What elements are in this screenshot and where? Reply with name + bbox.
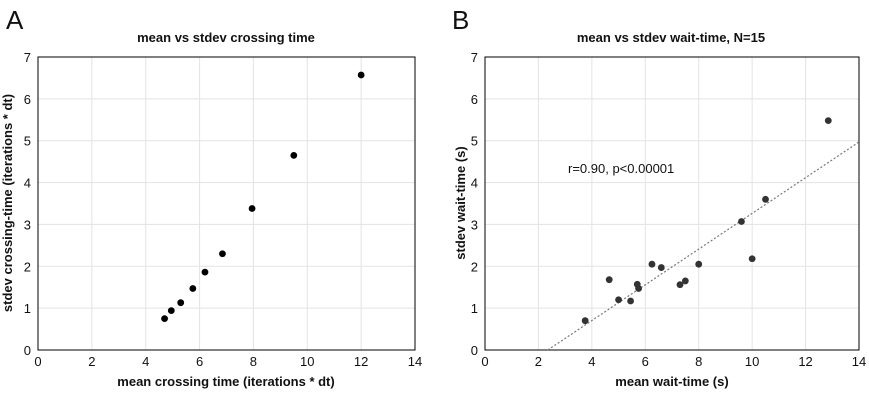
y-tick-label: 1 xyxy=(471,301,478,316)
data-point xyxy=(695,260,703,268)
x-tick-label: 6 xyxy=(196,354,203,369)
panel-a-points xyxy=(161,71,365,323)
panel-a-title: mean vs stdev crossing time xyxy=(137,30,315,45)
y-tick-label: 7 xyxy=(471,50,478,65)
y-tick-label: 6 xyxy=(24,92,31,107)
data-point xyxy=(748,255,756,263)
panel-a-letter: A xyxy=(6,5,24,35)
panel-b-plot-frame xyxy=(484,56,860,351)
panel-b-title: mean vs stdev wait-time, N=15 xyxy=(577,30,765,45)
x-tick-label: 12 xyxy=(798,354,812,369)
data-point xyxy=(167,307,175,315)
x-tick-label: 0 xyxy=(34,354,41,369)
data-point xyxy=(161,315,168,323)
y-tick-label: 7 xyxy=(24,50,31,65)
y-tick-label: 0 xyxy=(24,343,31,358)
data-point xyxy=(615,296,622,304)
y-tick-label: 3 xyxy=(24,217,31,232)
y-tick-label: 2 xyxy=(471,259,478,274)
x-tick-label: 2 xyxy=(88,354,95,369)
panel-b-points xyxy=(581,117,832,325)
data-point xyxy=(676,281,684,289)
panel-a-plot-frame xyxy=(37,56,416,351)
y-tick-label: 2 xyxy=(24,259,31,274)
data-point xyxy=(635,285,643,292)
data-point xyxy=(201,268,209,276)
data-point xyxy=(189,285,197,292)
x-tick-label: 14 xyxy=(408,354,422,369)
panel-b-letter: B xyxy=(452,5,469,35)
data-point xyxy=(627,297,634,305)
data-point xyxy=(357,71,365,79)
x-tick-label: 4 xyxy=(142,354,149,369)
data-point xyxy=(219,250,226,258)
data-point xyxy=(581,317,589,325)
y-tick-label: 5 xyxy=(471,134,478,149)
x-tick-label: 10 xyxy=(300,354,314,369)
panel-b-y-axis-label: stdev wait-time (s) xyxy=(453,146,468,259)
x-tick-label: 12 xyxy=(354,354,368,369)
panel-a: A mean vs stdev crossing time 0 2 4 6 8 10 12 1… xyxy=(0,5,422,389)
data-point xyxy=(248,205,256,212)
y-tick-label: 1 xyxy=(24,301,31,316)
panel-a-grid xyxy=(38,57,415,350)
x-tick-label: 6 xyxy=(642,354,649,369)
data-point xyxy=(177,299,185,307)
data-point xyxy=(738,218,745,225)
data-point xyxy=(762,195,769,203)
x-tick-label: 14 xyxy=(852,354,866,369)
y-tick-label: 4 xyxy=(471,176,478,191)
x-tick-label: 10 xyxy=(745,354,759,369)
y-tick-label: 0 xyxy=(471,343,478,358)
panel-b-correlation-annotation: r=0.90, p<0.00001 xyxy=(568,161,674,176)
x-tick-label: 8 xyxy=(695,354,702,369)
panel-a-x-axis-label: mean crossing time (iterations * dt) xyxy=(117,374,334,389)
y-tick-label: 3 xyxy=(471,217,478,232)
x-tick-label: 0 xyxy=(481,354,488,369)
y-tick-label: 6 xyxy=(471,92,478,107)
panel-a-y-axis-label: stdev crossing-time (iterations * dt) xyxy=(0,94,15,312)
panel-b-x-axis-label: mean wait-time (s) xyxy=(615,374,728,389)
x-tick-label: 8 xyxy=(250,354,257,369)
panel-b-grid xyxy=(485,57,859,350)
data-point xyxy=(824,117,832,125)
y-tick-label: 5 xyxy=(24,134,31,149)
data-point xyxy=(290,151,298,159)
y-tick-label: 4 xyxy=(24,176,31,191)
x-tick-label: 2 xyxy=(535,354,542,369)
panel-b: B mean vs stdev wait-time, N=15 0 2 4 6 8 10 1… xyxy=(452,5,866,389)
data-point xyxy=(657,264,665,271)
data-point xyxy=(648,260,656,268)
x-tick-label: 4 xyxy=(588,354,595,369)
data-point xyxy=(605,276,613,284)
data-point xyxy=(681,277,689,285)
